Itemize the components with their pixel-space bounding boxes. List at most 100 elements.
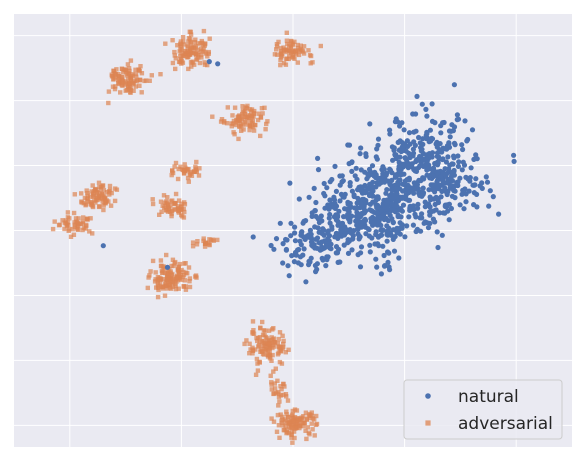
point-adversarial — [170, 168, 175, 173]
point-natural — [385, 232, 391, 238]
point-adversarial — [284, 409, 289, 414]
point-natural — [286, 273, 292, 279]
point-adversarial — [255, 368, 261, 373]
point-natural — [455, 179, 461, 185]
point-adversarial — [100, 199, 105, 204]
point-adversarial — [279, 420, 285, 426]
point-natural — [435, 244, 441, 251]
point-adversarial — [185, 271, 190, 276]
point-natural — [442, 210, 448, 216]
point-natural — [332, 163, 338, 169]
point-natural — [447, 134, 453, 140]
point-natural — [271, 246, 277, 252]
point-adversarial — [186, 179, 191, 184]
point-adversarial — [116, 80, 121, 86]
point-natural — [283, 247, 289, 253]
point-natural — [381, 252, 387, 259]
point-adversarial — [111, 68, 116, 73]
point-adversarial — [244, 118, 249, 123]
point-adversarial — [231, 118, 237, 124]
point-natural — [355, 231, 361, 237]
point-adversarial — [119, 66, 125, 71]
point-natural — [369, 163, 376, 169]
point-adversarial — [50, 226, 56, 232]
point-adversarial — [260, 111, 265, 116]
point-natural — [287, 180, 293, 186]
point-adversarial — [183, 287, 189, 292]
point-adversarial — [158, 72, 163, 77]
point-natural — [415, 201, 421, 207]
point-adversarial — [112, 198, 118, 204]
point-adversarial — [88, 216, 93, 221]
point-adversarial — [193, 166, 199, 171]
point-natural — [396, 177, 402, 183]
point-adversarial — [133, 67, 138, 72]
point-adversarial — [272, 381, 277, 386]
point-adversarial — [247, 127, 252, 133]
legend-marker-natural — [425, 393, 431, 399]
point-adversarial — [247, 124, 252, 129]
point-adversarial — [60, 218, 65, 223]
point-adversarial — [263, 127, 268, 132]
point-natural — [389, 216, 395, 222]
point-adversarial — [105, 190, 110, 195]
point-adversarial — [160, 270, 166, 275]
point-adversarial — [247, 351, 252, 356]
point-adversarial — [305, 425, 310, 430]
point-adversarial — [250, 351, 255, 356]
point-natural — [348, 204, 354, 210]
point-adversarial — [283, 419, 289, 424]
point-natural — [443, 159, 449, 165]
point-natural — [324, 185, 330, 191]
point-adversarial — [65, 215, 71, 220]
point-adversarial — [85, 216, 90, 222]
point-natural — [404, 177, 410, 183]
point-adversarial — [280, 51, 285, 57]
point-natural — [413, 111, 419, 117]
point-adversarial — [165, 195, 170, 200]
point-adversarial — [312, 417, 317, 422]
point-adversarial — [297, 416, 302, 422]
point-natural — [383, 197, 390, 203]
point-natural — [325, 236, 331, 242]
point-natural — [399, 222, 405, 228]
point-adversarial — [280, 414, 285, 420]
point-adversarial — [239, 117, 245, 122]
point-adversarial — [284, 412, 289, 417]
point-adversarial — [275, 412, 281, 418]
point-adversarial — [268, 373, 273, 378]
point-natural — [358, 224, 364, 230]
point-natural — [374, 264, 380, 270]
point-adversarial — [284, 30, 289, 35]
point-natural — [319, 218, 325, 224]
point-adversarial — [269, 380, 274, 385]
point-adversarial — [255, 361, 260, 366]
point-adversarial — [283, 350, 288, 355]
point-adversarial — [133, 71, 138, 77]
point-natural — [413, 186, 419, 192]
point-adversarial — [173, 200, 178, 206]
point-adversarial — [256, 111, 261, 116]
point-natural — [375, 196, 381, 202]
point-adversarial — [318, 43, 323, 49]
point-natural — [473, 176, 479, 182]
point-adversarial — [120, 83, 125, 88]
point-natural — [380, 243, 386, 249]
point-natural — [479, 185, 485, 191]
point-adversarial — [176, 198, 182, 203]
point-natural — [404, 223, 410, 229]
point-adversarial — [299, 420, 304, 426]
point-adversarial — [178, 41, 183, 46]
point-adversarial — [194, 275, 199, 280]
point-adversarial — [171, 263, 176, 269]
point-natural — [461, 206, 467, 212]
point-adversarial — [128, 58, 134, 63]
point-natural — [395, 181, 401, 187]
point-natural — [357, 213, 364, 220]
point-natural — [321, 190, 327, 197]
point-adversarial — [289, 423, 295, 428]
point-adversarial — [250, 348, 256, 353]
point-adversarial — [295, 420, 300, 426]
point-natural — [411, 207, 417, 213]
point-natural — [451, 167, 457, 174]
